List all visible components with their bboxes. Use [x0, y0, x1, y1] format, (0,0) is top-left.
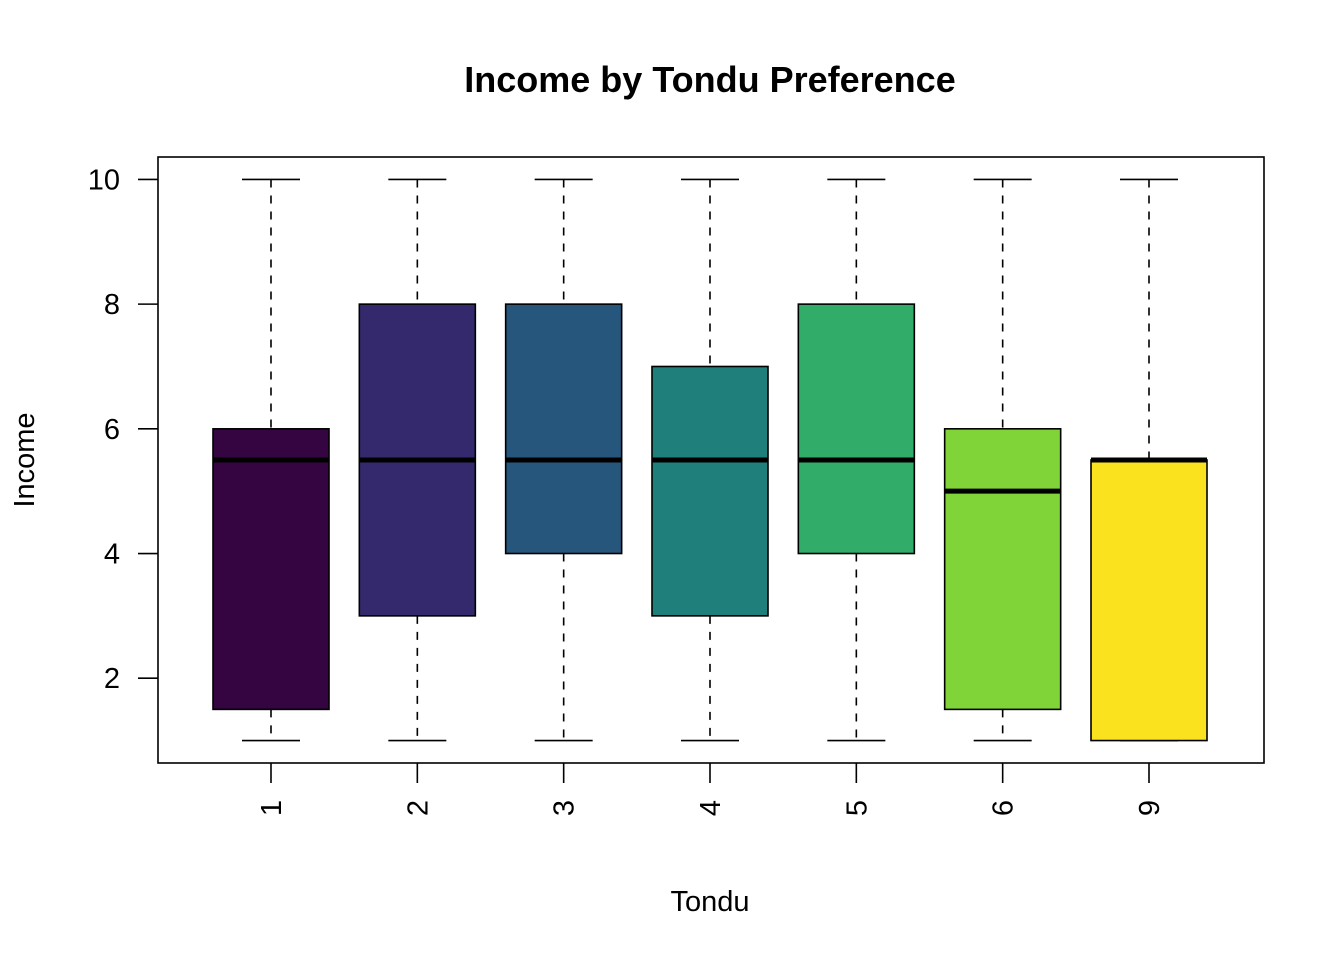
boxes-group	[212, 178, 1208, 742]
x-tick-label: 3	[549, 800, 581, 816]
x-tick-label: 9	[1134, 800, 1166, 816]
box-rect	[797, 303, 916, 555]
box-rect	[1090, 459, 1208, 742]
box-rect	[943, 428, 1062, 711]
box-6	[943, 178, 1062, 742]
y-axis: 2 4 6 8 10	[88, 164, 158, 695]
chart-title: Income by Tondu Preference	[464, 59, 955, 100]
box-9	[1090, 178, 1208, 742]
y-tick-label: 10	[88, 164, 120, 196]
x-tick-label: 2	[402, 800, 434, 816]
box-rect	[212, 428, 330, 711]
x-tick-label: 5	[841, 800, 873, 816]
y-tick-label: 6	[104, 414, 120, 446]
x-axis: 1 2 3 4 5 6 9	[256, 763, 1166, 816]
x-tick-label: 4	[695, 800, 727, 816]
y-tick-label: 2	[104, 663, 120, 695]
box-3	[504, 178, 623, 742]
y-tick-label: 8	[104, 289, 120, 321]
box-1	[212, 178, 330, 742]
box-2	[358, 178, 477, 742]
y-axis-label: Income	[9, 412, 41, 507]
box-5	[797, 178, 916, 742]
plot-frame	[157, 156, 1265, 764]
x-axis-label: Tondu	[670, 886, 749, 918]
x-tick-label: 6	[988, 800, 1020, 816]
box-4	[651, 178, 769, 742]
box-rect	[651, 365, 769, 617]
x-tick-label: 1	[256, 800, 288, 816]
y-tick-label: 4	[104, 539, 120, 571]
box-rect	[504, 303, 623, 555]
